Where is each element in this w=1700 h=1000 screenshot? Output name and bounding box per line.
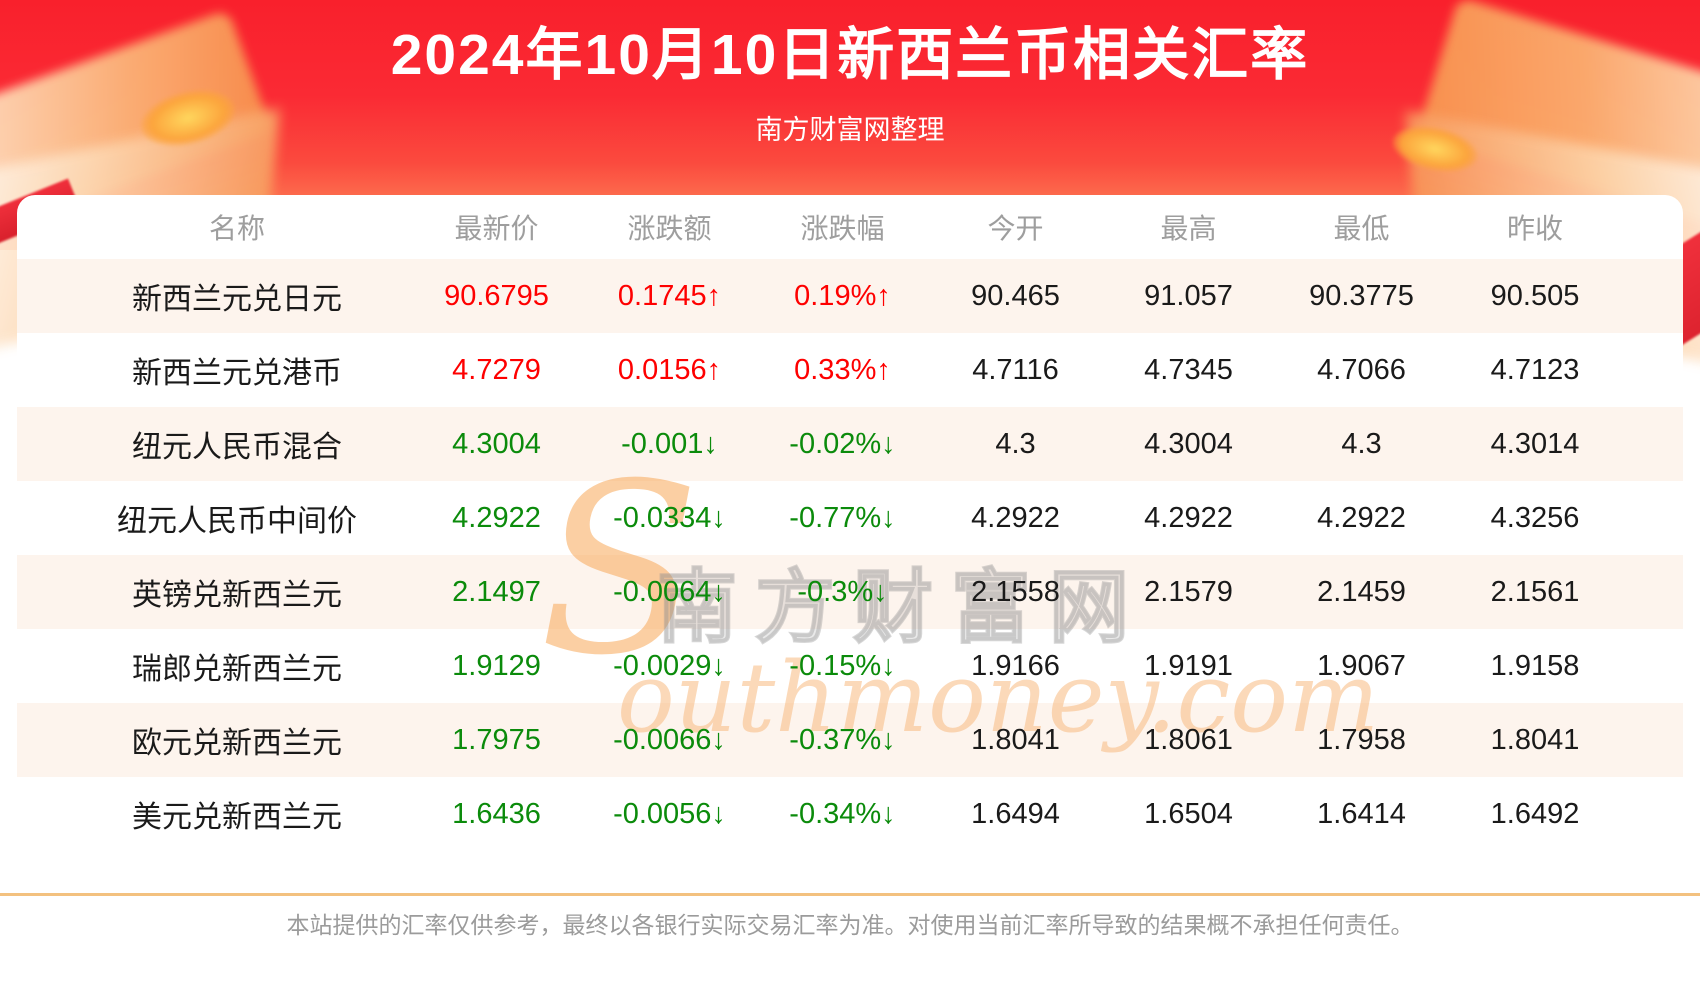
rate-row: 纽元人民币中间价 4.2922 -0.0334↓ -0.77%↓ 4.2922 4.292… — [17, 481, 1683, 555]
change-amount: -0.0334↓ — [613, 501, 726, 534]
prev-close-price: 90.505 — [1490, 279, 1580, 312]
prev-close-price: 4.7123 — [1490, 353, 1580, 386]
rate-row: 新西兰元兑日元 90.6795 0.1745↑ 0.19%↑ 90.465 91.057 9… — [17, 259, 1683, 333]
col-header-open: 今开 — [987, 213, 1044, 244]
latest-price: 2.1497 — [452, 575, 541, 608]
rate-row: 瑞郎兑新西兰元 1.9129 -0.0029↓ -0.15%↓ 1.9166 1.9191… — [17, 629, 1683, 703]
col-header-latest: 最新价 — [454, 213, 539, 244]
high-price: 2.1579 — [1144, 575, 1233, 608]
open-price: 4.7116 — [972, 353, 1059, 386]
high-price: 91.057 — [1144, 279, 1233, 312]
pair-name: 瑞郎兑新西兰元 — [132, 653, 342, 686]
open-price: 4.2922 — [971, 501, 1060, 534]
rate-row: 新西兰元兑港币 4.7279 0.0156↑ 0.33%↑ 4.7116 4.7345 4.… — [17, 333, 1683, 407]
prev-close-price: 2.1561 — [1490, 575, 1580, 608]
change-amount: -0.0066↓ — [613, 723, 726, 756]
col-header-name: 名称 — [208, 213, 265, 244]
latest-price: 1.9129 — [452, 649, 541, 682]
pair-name: 英镑兑新西兰元 — [132, 579, 342, 612]
open-price: 2.1558 — [971, 575, 1060, 608]
change-percent: 0.19%↑ — [794, 279, 891, 312]
open-price: 4.3 — [995, 427, 1036, 460]
rate-row: 英镑兑新西兰元 2.1497 -0.0064↓ -0.3%↓ 2.1558 2.1579 2… — [17, 555, 1683, 629]
change-amount: -0.0056↓ — [613, 797, 726, 830]
high-price: 4.3004 — [1144, 427, 1233, 460]
change-percent: -0.34%↓ — [789, 797, 896, 830]
open-price: 90.465 — [971, 279, 1060, 312]
change-percent: -0.15%↓ — [789, 649, 896, 682]
high-price: 4.2922 — [1144, 501, 1233, 534]
low-price: 1.7958 — [1317, 723, 1406, 756]
rates-card: S 南方财富网 outhmoney.com 名称 最新价 涨跌额 涨跌幅 今开 … — [17, 195, 1683, 985]
prev-close-price: 4.3014 — [1490, 427, 1580, 460]
high-price: 1.9191 — [1144, 649, 1233, 682]
table-header-row: 名称 最新价 涨跌额 涨跌幅 今开 最高 最低 昨收 — [17, 195, 1683, 259]
latest-price: 4.2922 — [452, 501, 541, 534]
pair-name: 新西兰元兑日元 — [132, 283, 342, 316]
low-price: 90.3775 — [1309, 279, 1414, 312]
latest-price: 4.3004 — [452, 427, 541, 460]
pair-name: 美元兑新西兰元 — [132, 801, 342, 834]
col-header-change-pct: 涨跌幅 — [800, 213, 885, 244]
rate-row: 欧元兑新西兰元 1.7975 -0.0066↓ -0.37%↓ 1.8041 1.8061… — [17, 703, 1683, 777]
change-percent: 0.33%↑ — [794, 353, 891, 386]
page-subtitle: 南方财富网整理 — [755, 115, 945, 145]
change-amount: 0.1745↑ — [617, 279, 722, 312]
col-header-high: 最高 — [1160, 213, 1217, 244]
low-price: 4.2922 — [1317, 501, 1406, 534]
low-price: 2.1459 — [1317, 575, 1406, 608]
rate-row: 美元兑新西兰元 1.6436 -0.0056↓ -0.34%↓ 1.6494 1.6504… — [17, 777, 1683, 851]
footer-divider — [0, 893, 1700, 896]
col-header-prev-close: 昨收 — [1506, 213, 1563, 244]
rates-table-body: 新西兰元兑日元 90.6795 0.1745↑ 0.19%↑ 90.465 91.057 9… — [17, 259, 1683, 851]
change-amount: 0.0156↑ — [617, 353, 722, 386]
low-price: 4.7066 — [1317, 353, 1406, 386]
open-price: 1.6494 — [971, 797, 1060, 830]
pair-name: 纽元人民币混合 — [132, 431, 342, 464]
page-title: 2024年10月10日新西兰币相关汇率 — [390, 23, 1310, 87]
change-percent: -0.3%↓ — [797, 575, 888, 608]
low-price: 1.9067 — [1317, 649, 1406, 682]
open-price: 1.8041 — [971, 723, 1060, 756]
rates-table: 名称 最新价 涨跌额 涨跌幅 今开 最高 最低 昨收 新西兰元兑日元 90.679… — [17, 195, 1683, 851]
prev-close-price: 1.6492 — [1490, 797, 1580, 830]
change-percent: -0.37%↓ — [789, 723, 896, 756]
pair-name: 欧元兑新西兰元 — [132, 727, 342, 760]
latest-price: 90.6795 — [444, 279, 549, 312]
high-price: 1.8061 — [1144, 723, 1233, 756]
rate-row: 纽元人民币混合 4.3004 -0.001↓ -0.02%↓ 4.3 4.3004 4.3 4… — [17, 407, 1683, 481]
low-price: 4.3 — [1341, 427, 1382, 460]
prev-close-price: 1.8041 — [1490, 723, 1580, 756]
high-price: 1.6504 — [1144, 797, 1233, 830]
col-header-change: 涨跌额 — [627, 213, 712, 244]
col-header-low: 最低 — [1333, 213, 1390, 244]
open-price: 1.9166 — [971, 649, 1060, 682]
disclaimer-text: 本站提供的汇率仅供参考，最终以各银行实际交易汇率为准。对使用当前汇率所导致的结果… — [286, 912, 1414, 938]
change-amount: -0.001↓ — [621, 427, 718, 460]
change-percent: -0.02%↓ — [789, 427, 896, 460]
pair-name: 新西兰元兑港币 — [132, 357, 342, 390]
prev-close-price: 4.3256 — [1490, 501, 1580, 534]
pair-name: 纽元人民币中间价 — [117, 505, 357, 538]
change-amount: -0.0064↓ — [613, 575, 726, 608]
latest-price: 1.7975 — [452, 723, 541, 756]
high-price: 4.7345 — [1144, 353, 1233, 386]
change-percent: -0.77%↓ — [789, 501, 896, 534]
low-price: 1.6414 — [1317, 797, 1406, 830]
prev-close-price: 1.9158 — [1490, 649, 1580, 682]
change-amount: -0.0029↓ — [613, 649, 726, 682]
latest-price: 4.7279 — [452, 353, 541, 386]
latest-price: 1.6436 — [452, 797, 541, 830]
